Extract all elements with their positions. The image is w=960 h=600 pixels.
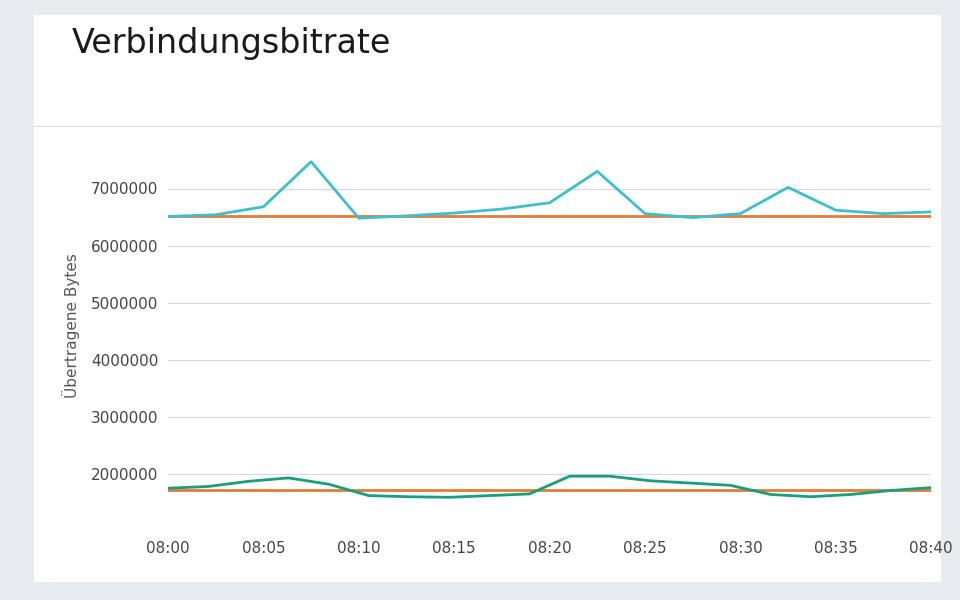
Y-axis label: Übertragene Bytes: Übertragene Bytes xyxy=(61,253,80,398)
Text: Verbindungsbitrate: Verbindungsbitrate xyxy=(72,27,392,60)
